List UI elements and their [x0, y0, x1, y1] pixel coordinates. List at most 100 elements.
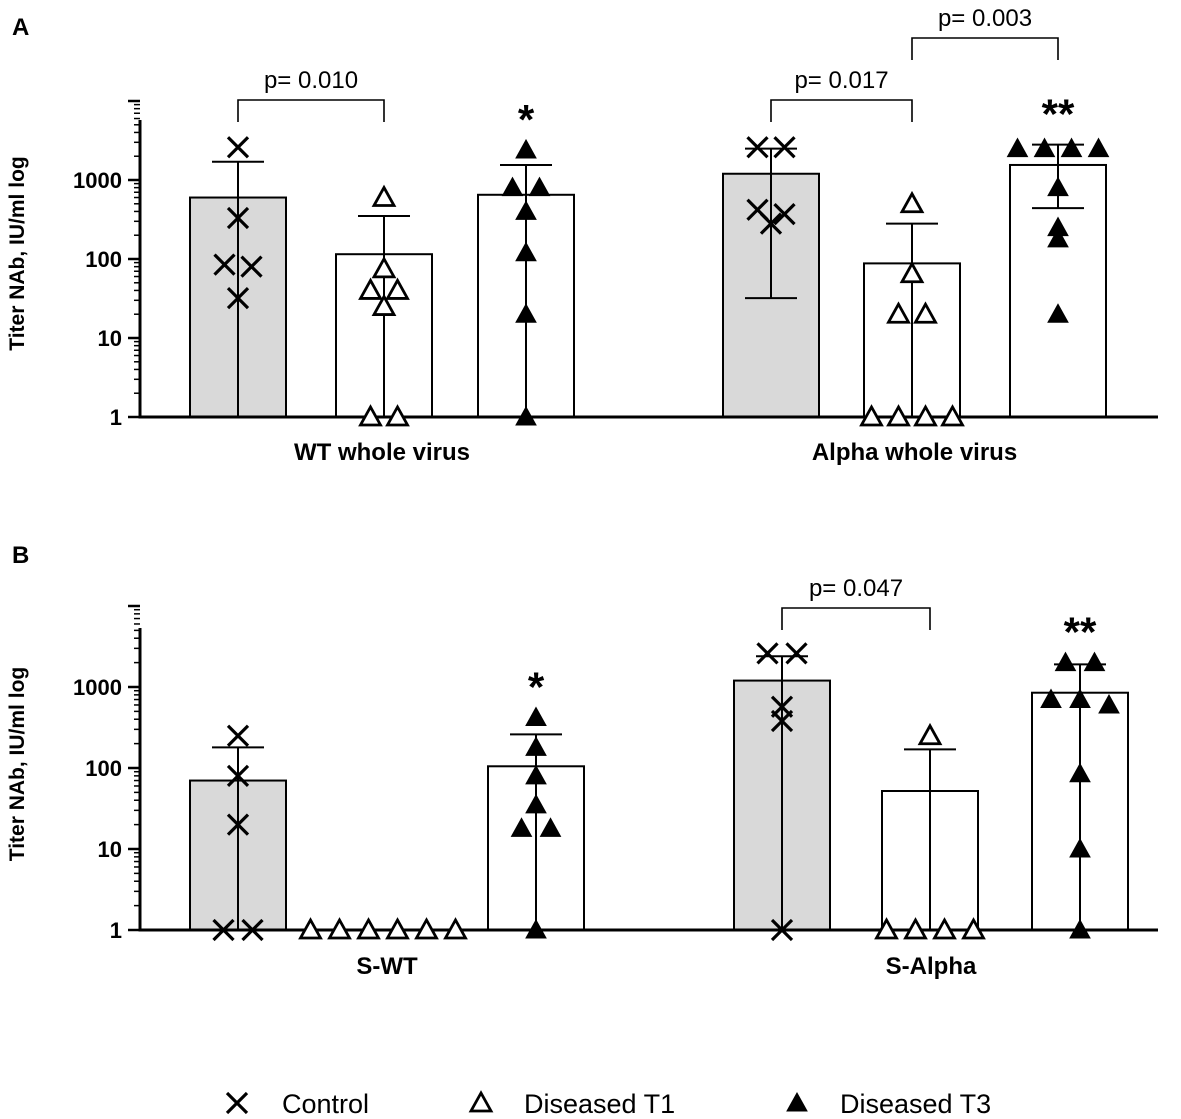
x-category-label: Alpha whole virus: [812, 439, 1017, 466]
data-point-0-2: [510, 817, 533, 837]
data-point-0-1: [414, 917, 439, 940]
data-point-0-0-stroke-2: [241, 918, 264, 942]
data-point-0-2: [515, 303, 537, 323]
data-point-0-1: [371, 293, 397, 316]
x-mark-icon: [225, 1091, 249, 1115]
data-point-0-2: [515, 200, 537, 220]
data-point-0-2: [501, 176, 524, 197]
y-tick-label: 100: [85, 756, 122, 781]
p-value-label: p= 0.017: [794, 67, 888, 94]
data-point-0-0: [226, 724, 250, 747]
data-point-0-2: [525, 736, 547, 756]
data-point-1-1: [940, 404, 965, 427]
panel-letter: A: [12, 14, 29, 41]
data-point-0-1: [443, 917, 468, 940]
data-point-1-2: [1087, 137, 1110, 158]
data-point-0-0-stroke-2: [240, 255, 263, 278]
data-point-1-0-stroke-2: [770, 918, 794, 942]
data-point-1-0-stroke-2: [746, 136, 769, 159]
data-point-0-2: [525, 918, 547, 939]
y-tick-label: 100: [85, 247, 122, 272]
x-category-label: S-WT: [356, 953, 418, 980]
data-point-1-2: [1069, 688, 1091, 709]
significance-marker: **: [1042, 91, 1075, 138]
data-point-0-0-stroke-2: [226, 724, 250, 747]
data-point-1-2: [1083, 651, 1106, 672]
data-point-0-0-stroke-2: [226, 136, 250, 159]
data-point-0-1: [327, 917, 352, 940]
significance-bracket: [781, 607, 931, 630]
data-point-1-2: [1098, 693, 1120, 714]
data-point-0-1: [371, 255, 397, 279]
data-point-1-0-stroke-2: [759, 212, 783, 235]
x-category-label: S-Alpha: [886, 953, 977, 980]
data-point-1-0: [770, 709, 794, 733]
p-value-label: p= 0.047: [809, 575, 903, 602]
x-category-label: WT whole virus: [294, 439, 470, 466]
y-tick-label: 1000: [73, 168, 122, 193]
data-point-1-2: [1040, 688, 1062, 709]
data-point-1-2: [1069, 762, 1091, 783]
data-point-1-1: [917, 722, 943, 746]
data-point-1-1: [859, 404, 884, 427]
data-point-0-2: [515, 138, 537, 159]
panel-letter: B: [12, 542, 29, 569]
significance-marker: **: [1064, 609, 1097, 656]
data-point-0-1: [385, 404, 410, 427]
data-point-1-0: [770, 918, 794, 942]
data-point-1-2: [1047, 176, 1069, 197]
data-point-1-1: [961, 917, 986, 940]
p-value-label: p= 0.010: [264, 67, 358, 94]
data-point-0-0-stroke-2: [226, 206, 250, 230]
legend: Control Diseased T1 Diseased T3: [225, 1089, 991, 1119]
data-point-0-0: [226, 813, 250, 836]
data-point-1-2: [1069, 837, 1091, 858]
panel-b: B Titer NAb, IU/ml log 1 10 100 1000 S-WT * S-Al…: [6, 542, 1158, 980]
y-axis-label: Titer NAb, IU/ml log: [6, 156, 29, 350]
y-tick-label: 1000: [73, 675, 122, 700]
legend-label: Control: [282, 1089, 369, 1119]
data-point-0-2: [515, 405, 537, 426]
data-point-0-1: [298, 917, 323, 940]
significance-marker: *: [528, 664, 545, 711]
legend-label: Diseased T3: [840, 1089, 991, 1119]
data-point-1-1: [899, 260, 925, 284]
data-point-0-0-stroke-2: [226, 764, 250, 787]
significance-bracket: [237, 99, 385, 122]
data-point-0-0: [213, 253, 236, 276]
data-point-0-1: [385, 917, 410, 940]
data-point-1-2: [1047, 227, 1069, 248]
data-point-0-0-stroke-2: [226, 286, 250, 310]
data-point-1-0-stroke-2: [756, 642, 779, 665]
data-point-1-2: [1047, 303, 1069, 323]
data-point-1-0-stroke-2: [770, 709, 794, 733]
data-point-1-1: [874, 917, 899, 940]
data-point-0-2: [528, 176, 551, 197]
data-point-1-0: [756, 642, 779, 665]
data-point-1-0: [759, 212, 783, 235]
p-value-label: p= 0.003: [938, 5, 1032, 32]
data-point-0-2: [539, 817, 562, 837]
legend-label: Diseased T1: [524, 1089, 675, 1119]
y-tick-label: 1: [110, 405, 122, 430]
data-point-1-0: [785, 642, 808, 665]
data-point-0-1: [371, 184, 397, 207]
data-point-1-2: [1006, 137, 1029, 158]
data-point-0-0: [241, 918, 264, 942]
y-tick-label: 1: [110, 918, 122, 943]
data-point-1-1: [903, 917, 928, 940]
significance-bracket: [911, 37, 1059, 60]
data-point-1-0-stroke-2: [773, 202, 796, 226]
data-point-0-0: [240, 255, 263, 278]
data-point-0-0-stroke-2: [226, 813, 250, 836]
data-point-0-1: [358, 277, 383, 300]
data-point-0-0-stroke-2: [212, 918, 235, 942]
significance-bracket: [770, 99, 913, 122]
data-point-1-2: [1060, 137, 1083, 158]
data-point-1-1: [913, 301, 938, 324]
significance-marker: *: [518, 96, 535, 143]
y-axis-label: Titer NAb, IU/ml log: [6, 667, 29, 861]
data-point-1-1: [899, 190, 925, 214]
data-point-1-0: [773, 136, 796, 159]
open-triangle-icon: [468, 1090, 494, 1113]
